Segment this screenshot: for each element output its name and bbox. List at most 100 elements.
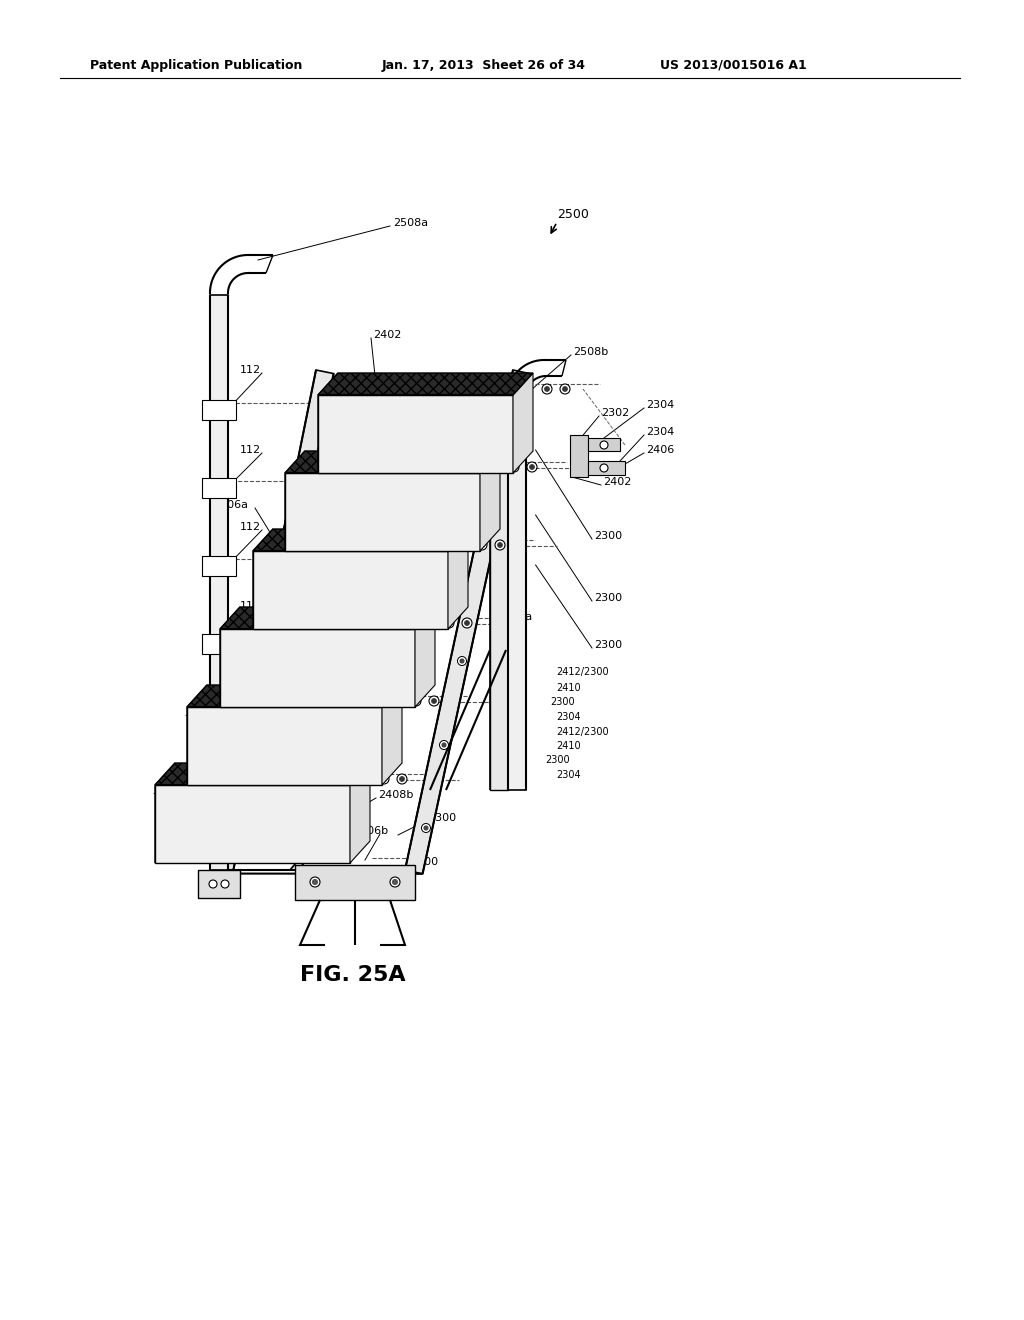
Text: 2406: 2406 xyxy=(646,445,674,455)
Text: 2410: 2410 xyxy=(556,682,581,693)
Text: 2402: 2402 xyxy=(603,477,632,487)
Polygon shape xyxy=(285,451,305,550)
Polygon shape xyxy=(220,607,240,708)
Polygon shape xyxy=(406,370,530,874)
Circle shape xyxy=(422,824,430,833)
Text: 2506b: 2506b xyxy=(353,826,388,836)
Polygon shape xyxy=(588,438,620,451)
Circle shape xyxy=(446,620,452,626)
Text: 112: 112 xyxy=(240,680,261,690)
Circle shape xyxy=(250,743,254,747)
Text: 2304: 2304 xyxy=(556,711,581,722)
Text: 2300: 2300 xyxy=(428,813,456,822)
Text: 2402: 2402 xyxy=(373,330,401,341)
Circle shape xyxy=(397,774,407,784)
Text: 2300: 2300 xyxy=(594,640,623,649)
Circle shape xyxy=(439,741,449,750)
Polygon shape xyxy=(368,392,388,417)
Polygon shape xyxy=(362,400,373,412)
Circle shape xyxy=(458,656,467,665)
Text: 2304: 2304 xyxy=(646,400,674,411)
Circle shape xyxy=(545,387,550,392)
Circle shape xyxy=(600,441,608,449)
Polygon shape xyxy=(449,529,468,630)
Text: 2412/2300: 2412/2300 xyxy=(556,727,608,737)
Circle shape xyxy=(509,462,519,473)
Circle shape xyxy=(460,659,464,663)
Text: 2508b: 2508b xyxy=(573,347,608,356)
Text: US 2013/0015016 A1: US 2013/0015016 A1 xyxy=(660,58,807,71)
Circle shape xyxy=(267,659,271,663)
Circle shape xyxy=(399,776,404,781)
Polygon shape xyxy=(490,450,508,789)
Polygon shape xyxy=(220,630,415,708)
Circle shape xyxy=(221,880,229,888)
Circle shape xyxy=(429,696,439,706)
Circle shape xyxy=(390,876,400,887)
Text: 112: 112 xyxy=(240,445,261,455)
Circle shape xyxy=(264,656,273,665)
Polygon shape xyxy=(187,708,382,785)
Text: Patent Application Publication: Patent Application Publication xyxy=(90,58,302,71)
Text: 2410: 2410 xyxy=(556,741,581,751)
Text: 2508a: 2508a xyxy=(393,218,428,228)
Text: 2408b: 2408b xyxy=(378,789,414,800)
Circle shape xyxy=(477,540,487,550)
Polygon shape xyxy=(187,685,207,785)
Polygon shape xyxy=(382,685,402,785)
Text: 2506a: 2506a xyxy=(213,500,248,510)
Circle shape xyxy=(529,465,535,470)
Polygon shape xyxy=(318,374,338,473)
Circle shape xyxy=(560,384,570,393)
Circle shape xyxy=(382,776,386,781)
Circle shape xyxy=(479,543,484,548)
Circle shape xyxy=(310,876,319,887)
Polygon shape xyxy=(318,374,534,395)
Polygon shape xyxy=(508,400,526,789)
Text: 2304: 2304 xyxy=(556,770,581,780)
Polygon shape xyxy=(220,607,435,630)
Polygon shape xyxy=(155,763,175,863)
Circle shape xyxy=(442,743,446,747)
Text: 2304: 2304 xyxy=(646,426,674,437)
Text: 2302: 2302 xyxy=(601,408,630,418)
Circle shape xyxy=(512,465,516,470)
Circle shape xyxy=(411,696,421,706)
Polygon shape xyxy=(513,374,534,473)
Polygon shape xyxy=(570,436,588,477)
Polygon shape xyxy=(155,763,370,785)
Circle shape xyxy=(414,698,419,704)
Text: Jan. 17, 2013  Sheet 26 of 34: Jan. 17, 2013 Sheet 26 of 34 xyxy=(382,58,586,71)
Polygon shape xyxy=(253,529,273,630)
Text: 2300: 2300 xyxy=(550,697,574,708)
Circle shape xyxy=(248,741,256,750)
Text: 2300: 2300 xyxy=(594,531,623,541)
Polygon shape xyxy=(202,556,236,576)
Polygon shape xyxy=(202,400,236,420)
Polygon shape xyxy=(210,294,228,870)
Polygon shape xyxy=(415,607,435,708)
Polygon shape xyxy=(187,685,402,708)
Polygon shape xyxy=(318,395,513,473)
Text: 2300: 2300 xyxy=(545,755,569,766)
Text: 112: 112 xyxy=(240,601,261,611)
Circle shape xyxy=(444,618,454,628)
Polygon shape xyxy=(588,461,625,475)
Polygon shape xyxy=(253,550,449,630)
Circle shape xyxy=(312,879,317,884)
Circle shape xyxy=(209,880,217,888)
Circle shape xyxy=(562,387,567,392)
Polygon shape xyxy=(155,785,350,863)
Circle shape xyxy=(392,879,397,884)
Circle shape xyxy=(379,774,389,784)
Polygon shape xyxy=(253,529,468,550)
Polygon shape xyxy=(285,473,480,550)
Polygon shape xyxy=(215,370,334,874)
Polygon shape xyxy=(202,478,236,498)
Circle shape xyxy=(465,620,469,626)
Circle shape xyxy=(498,543,503,548)
Circle shape xyxy=(600,465,608,473)
Circle shape xyxy=(424,826,428,830)
Text: 112: 112 xyxy=(240,366,261,375)
Polygon shape xyxy=(480,451,500,550)
